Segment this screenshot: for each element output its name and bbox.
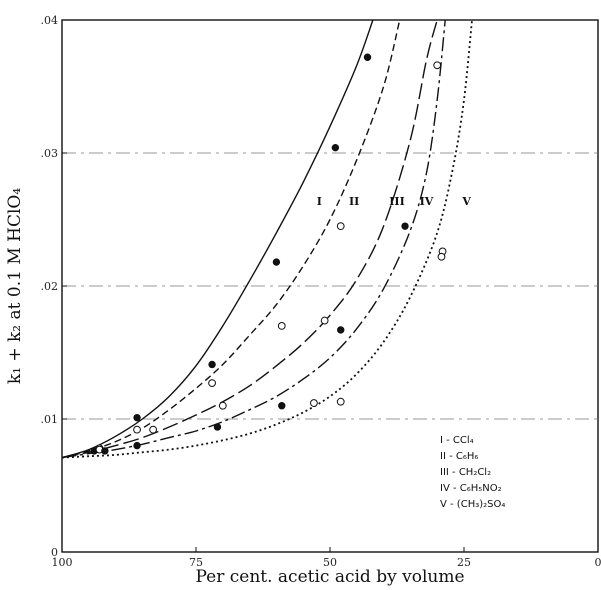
series-line-IV — [61, 19, 446, 459]
legend: I - CCl₄ II - C₆H₆ III - CH₂Cl₂ IV - C₆H₅NO… — [440, 435, 505, 510]
y-axis-label: k₁ + k₂ at 0.1 M HClO₄ — [5, 188, 25, 385]
curve-labels: I II III IV V — [317, 195, 472, 208]
x-axis-label: Per cent. acetic acid by volume — [195, 567, 464, 587]
data-point-V-0 — [310, 399, 318, 407]
curve-label-V: V — [461, 195, 471, 208]
curve-label-IV: IV — [420, 195, 434, 208]
plot-frame — [61, 19, 599, 553]
x-tick-label-2: 50 — [323, 556, 337, 569]
data-point-IV-3 — [278, 402, 286, 410]
data-point-III-2 — [218, 401, 227, 410]
data-point-III-3 — [320, 316, 329, 325]
y-tick-label-1: .01 — [41, 413, 59, 426]
x-tick-label-0: 100 — [52, 556, 73, 569]
series-line-I — [61, 19, 374, 459]
series-line-III — [61, 19, 438, 459]
data-point-IV-0 — [101, 447, 109, 455]
y-tick-label-2: .02 — [41, 280, 59, 293]
data-point-III-4 — [433, 61, 442, 70]
y-tick-label-4: .04 — [41, 14, 59, 27]
legend-entry-1: I - CCl₄ — [440, 435, 474, 446]
data-point-II-3 — [277, 322, 286, 330]
curve-label-I: I — [317, 195, 322, 208]
data-point-I-3 — [272, 258, 281, 266]
data-point-V-1 — [336, 397, 345, 406]
x-tick-label-3: 25 — [457, 556, 471, 569]
y-tick-label-3: .03 — [41, 147, 59, 160]
series-points — [90, 53, 447, 455]
x-tick-label-1: 75 — [189, 556, 203, 569]
curve-label-II: II — [349, 195, 359, 208]
data-point-IV-5 — [401, 222, 409, 230]
data-point-I-4 — [331, 143, 340, 152]
legend-entry-3: III - CH₂Cl₂ — [440, 467, 491, 478]
data-point-IV-2 — [213, 423, 222, 431]
legend-entry-2: II - C₆H₆ — [440, 451, 478, 462]
series-line-V — [61, 19, 473, 459]
series-line-II — [61, 19, 401, 459]
legend-entry-5: V - (CH₃)₂SO₄ — [440, 499, 505, 510]
legend-entry-4: IV - C₆H₅NO₂ — [440, 483, 502, 494]
data-point-II-2 — [208, 379, 216, 387]
data-point-IV-1 — [133, 441, 141, 450]
data-point-II-1 — [133, 425, 141, 434]
data-point-I-2 — [208, 360, 216, 369]
data-point-I-5 — [363, 53, 372, 61]
data-point-IV-4 — [337, 326, 345, 334]
y-tick-label-0: 0 — [51, 546, 58, 559]
data-point-II-4 — [336, 222, 345, 231]
x-tick-label-4: 0 — [595, 556, 601, 569]
data-point-I-1 — [133, 413, 141, 422]
series-curves — [61, 19, 473, 459]
data-point-V-3 — [437, 252, 446, 261]
gridlines — [62, 152, 598, 420]
axis-ticks: 0 .01 .02 .03 .04 100 75 50 25 0 — [41, 14, 601, 569]
curve-label-III: III — [389, 195, 404, 208]
data-point-III-1 — [149, 425, 158, 434]
